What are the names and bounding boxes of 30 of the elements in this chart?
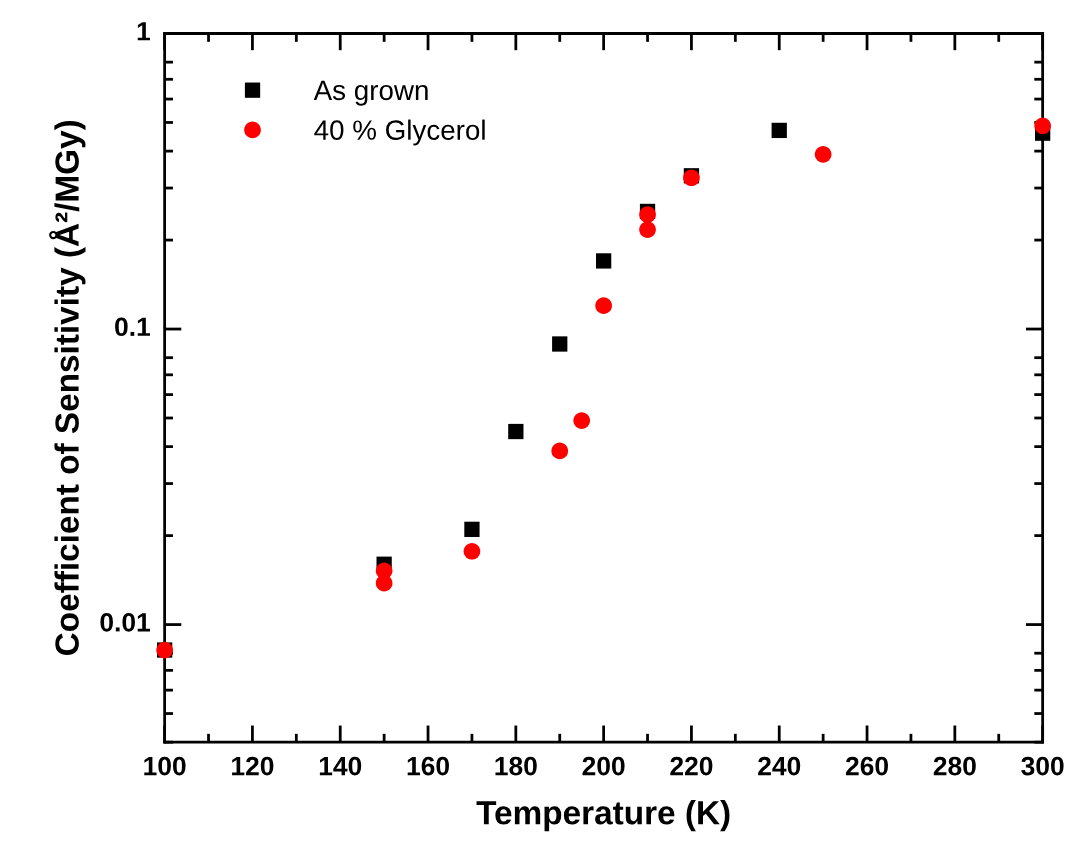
y-tick-label: 0.1 bbox=[115, 317, 151, 337]
x-tick-label: 280 bbox=[933, 756, 976, 776]
x-tick-label: 140 bbox=[319, 756, 362, 776]
x-tick-label: 260 bbox=[845, 756, 888, 776]
x-tick-label: 120 bbox=[232, 756, 274, 776]
x-tick-label: 180 bbox=[495, 756, 537, 776]
point bbox=[595, 297, 612, 314]
point bbox=[771, 122, 787, 139]
x-tick-label: 300 bbox=[1021, 756, 1064, 776]
legend-label: 40 % Glycerol bbox=[314, 119, 485, 146]
x-tick-label: 200 bbox=[582, 756, 625, 776]
point bbox=[814, 146, 832, 163]
x-axis-title: Temperature (K) bbox=[476, 800, 730, 832]
y-tick-label: 0.01 bbox=[100, 612, 151, 632]
point bbox=[464, 521, 480, 537]
point bbox=[552, 336, 568, 352]
point bbox=[551, 442, 569, 460]
point bbox=[639, 221, 656, 238]
x-tick-label: 160 bbox=[407, 756, 449, 776]
legend-label: As grown bbox=[313, 80, 428, 106]
x-tick-label: 220 bbox=[670, 756, 713, 776]
point bbox=[463, 542, 481, 560]
point bbox=[1034, 117, 1051, 135]
point bbox=[573, 412, 591, 429]
y-axis-title: Coefficient of Sensitivity (Å²/MGy) bbox=[49, 120, 86, 655]
x-tick-label: 100 bbox=[144, 756, 186, 776]
point bbox=[596, 253, 612, 269]
x-tick-label: 240 bbox=[758, 756, 801, 776]
point bbox=[508, 423, 524, 440]
y-tick-label: 1 bbox=[137, 22, 151, 41]
